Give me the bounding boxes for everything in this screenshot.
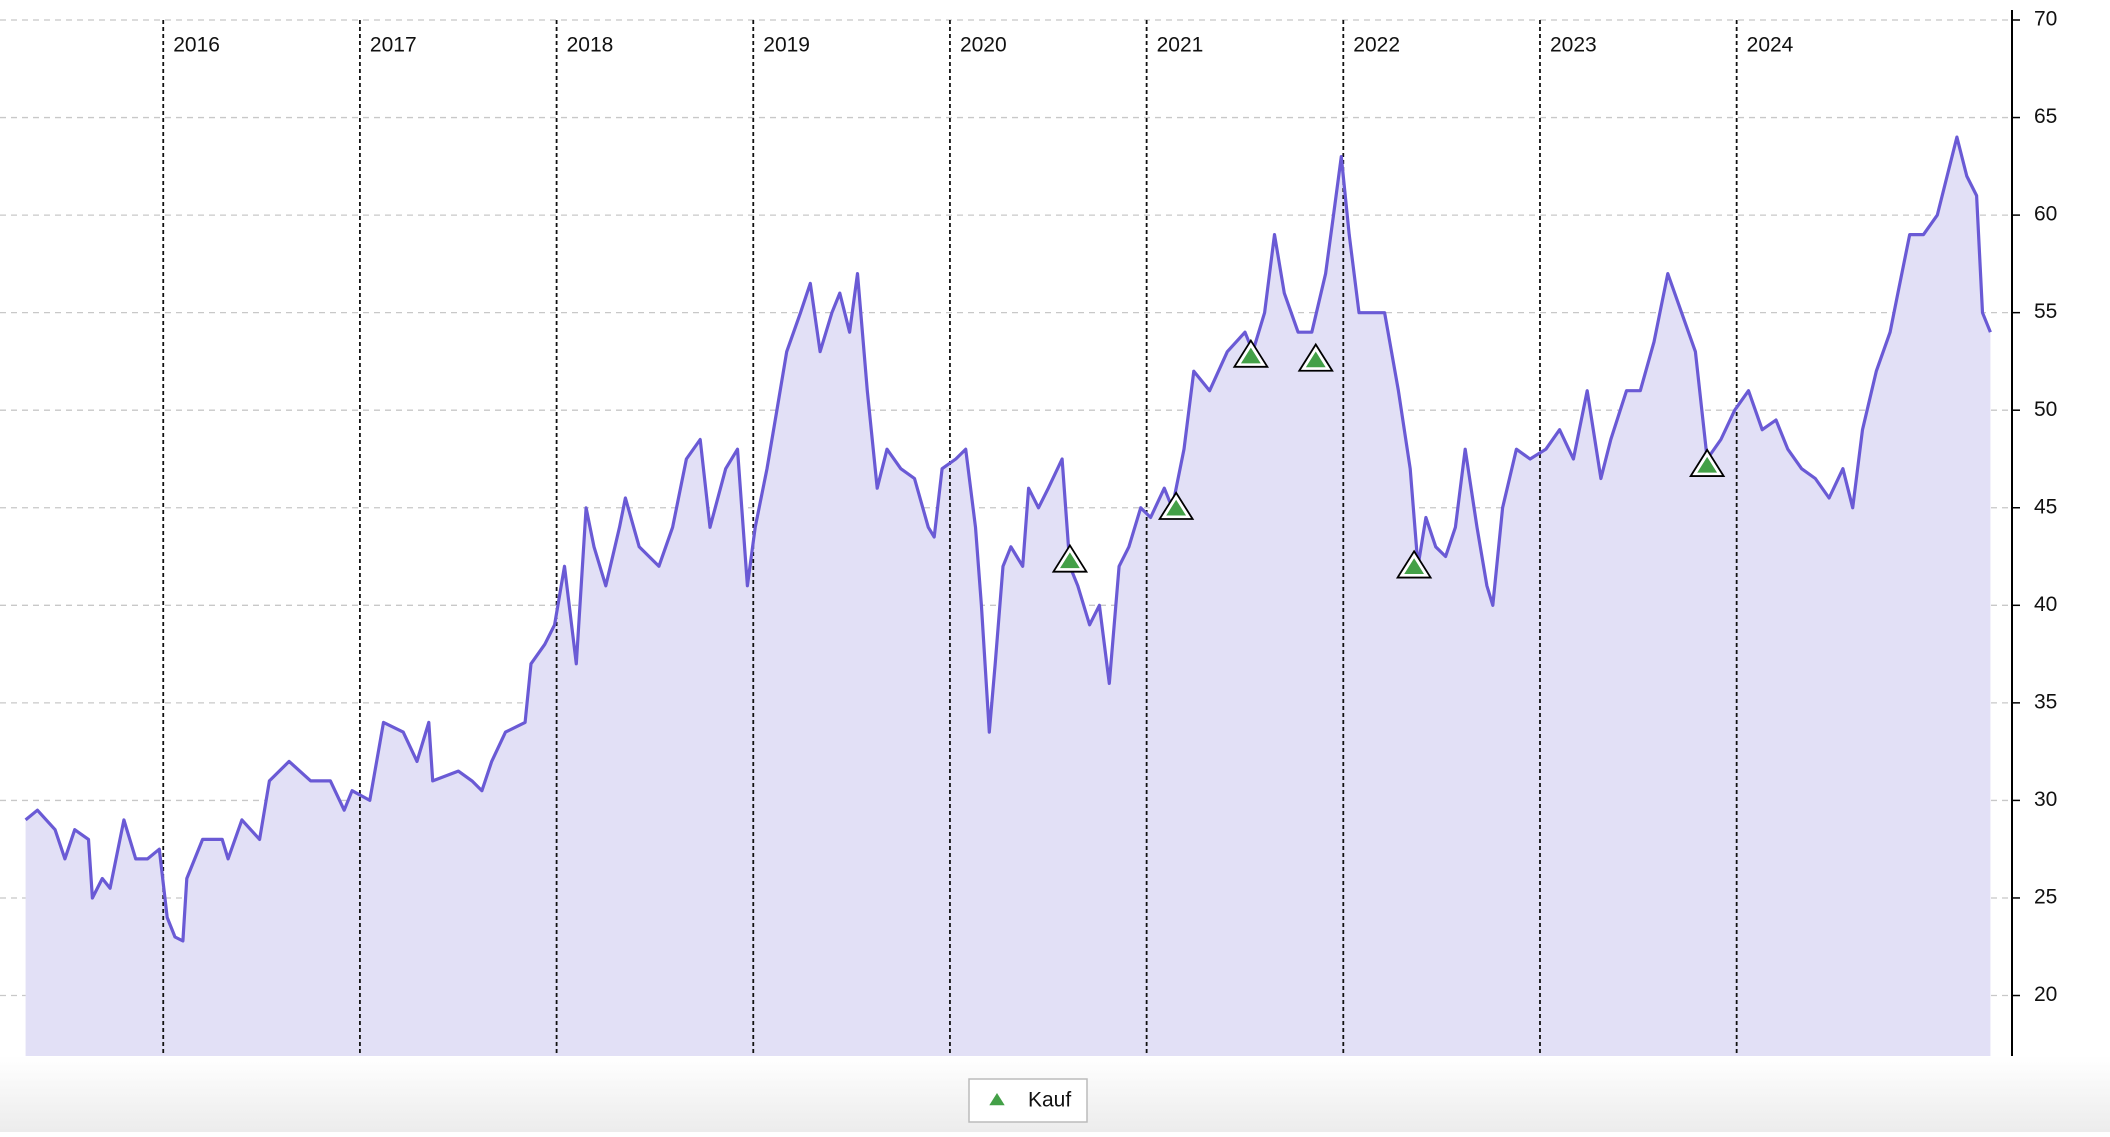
area	[25, 137, 1991, 1057]
marker-fill	[1166, 499, 1187, 516]
y-tick-label: 65	[2034, 105, 2057, 128]
legend-box	[968, 1078, 1088, 1123]
y-tick-label: 70	[2034, 8, 2057, 31]
buy-marker	[1297, 342, 1334, 372]
buy-marker	[1395, 549, 1433, 579]
x-tick-label: 2019	[763, 34, 810, 57]
legend-symbol	[989, 1093, 1005, 1106]
buy-marker	[1232, 338, 1269, 368]
legend[interactable]: Kauf	[968, 1078, 1088, 1123]
y-tick-label: 50	[2034, 398, 2057, 421]
x-tick-label: 2020	[960, 34, 1007, 57]
legend-label: Kauf	[1028, 1089, 1071, 1112]
x-tick-label: 2017	[370, 34, 417, 57]
buy-marker	[1158, 491, 1195, 520]
x-tick-label: 2024	[1747, 34, 1794, 57]
marker-fill	[1060, 552, 1080, 569]
y-tick-label: 40	[2034, 593, 2057, 616]
y-tick-label: 35	[2034, 690, 2057, 713]
marker-fill	[1240, 347, 1261, 364]
x-tick-label: 2016	[173, 34, 220, 57]
buy-marker	[1689, 448, 1726, 477]
y-tick-label: 30	[2034, 788, 2057, 811]
buy-marker	[1051, 543, 1089, 573]
marker-fill	[1697, 456, 1718, 473]
y-tick-label: 25	[2034, 886, 2057, 909]
y-tick-label: 55	[2034, 300, 2057, 323]
marker-fill	[1404, 558, 1425, 575]
y-tick-label: 20	[2034, 983, 2057, 1006]
x-tick-label: 2021	[1157, 34, 1204, 57]
y-tick-label: 60	[2034, 203, 2057, 226]
x-tick-label: 2023	[1550, 34, 1597, 57]
price-line	[24, 135, 1992, 943]
x-tick-label: 2022	[1353, 34, 1400, 57]
y-tick-label: 45	[2034, 495, 2057, 518]
x-tick-label: 2018	[567, 34, 614, 57]
marker-fill	[1305, 351, 1326, 368]
